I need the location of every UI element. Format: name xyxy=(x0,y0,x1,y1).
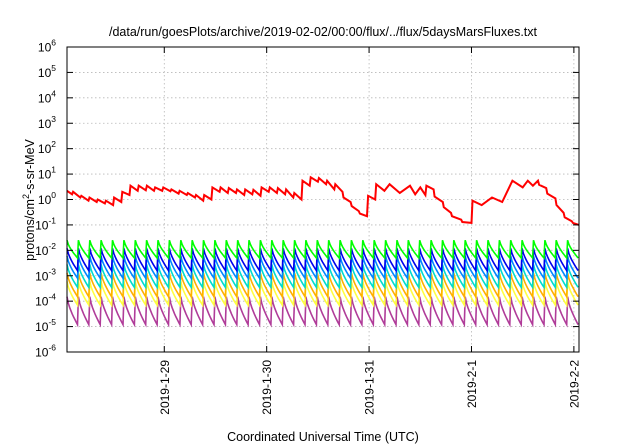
y-tick-exponent: 0 xyxy=(51,190,56,200)
y-tick-exponent: 4 xyxy=(51,88,56,98)
flux-series-line xyxy=(66,281,579,308)
y-tick-label: 10-2 xyxy=(35,241,56,258)
y-tick-exponent: -5 xyxy=(48,317,56,327)
y-axis-label: protons/cm2-s-sr-MeV xyxy=(21,138,37,260)
y-tick-exponent: 3 xyxy=(51,114,56,124)
y-tick-base: 10 xyxy=(38,117,52,131)
y-axis-label-base: protons/cm xyxy=(23,199,37,261)
y-tick-label: 101 xyxy=(38,165,56,182)
y-tick-base: 10 xyxy=(35,244,49,258)
flux-series-line xyxy=(66,264,579,290)
x-tick-label: 2019-2-1 xyxy=(465,360,479,408)
y-tick-exponent: -4 xyxy=(48,292,56,302)
y-tick-exponent: 1 xyxy=(51,165,56,175)
x-axis-label: Coordinated Universal Time (UTC) xyxy=(227,430,419,444)
flux-series-line xyxy=(66,248,579,274)
y-tick-base: 10 xyxy=(35,320,49,334)
flux-series-line xyxy=(66,239,579,261)
y-tick-label: 106 xyxy=(38,38,56,55)
series-layer xyxy=(66,175,580,328)
y-tick-base: 10 xyxy=(38,168,52,182)
flux-series-line xyxy=(66,272,579,300)
x-tick-labels: 2019-1-29 2019-1-30 2019-1-31 2019-2-1 2019-… xyxy=(158,360,582,415)
y-tick-label: 105 xyxy=(38,63,56,80)
y-tick-labels: 10-610-510-410-310-210-11001011021031041… xyxy=(35,38,56,360)
y-tick-base: 10 xyxy=(35,346,49,360)
flux-series-line xyxy=(66,175,580,226)
y-tick-exponent: -1 xyxy=(48,215,56,225)
y-tick-label: 10-6 xyxy=(35,343,56,360)
y-tick-exponent: 6 xyxy=(51,38,56,48)
y-tick-label: 103 xyxy=(38,114,56,131)
chart-title: /data/run/goesPlots/archive/2019-02-02/0… xyxy=(109,25,538,39)
y-tick-exponent: -6 xyxy=(48,343,56,353)
tick-marks xyxy=(67,46,579,353)
y-axis-label-rest: -s-sr-MeV xyxy=(23,138,37,194)
y-tick-exponent: 2 xyxy=(51,139,56,149)
y-tick-label: 10-1 xyxy=(35,215,56,232)
y-tick-label: 102 xyxy=(38,139,56,156)
y-tick-label: 10-3 xyxy=(35,266,56,283)
y-tick-base: 10 xyxy=(38,66,52,80)
y-tick-base: 10 xyxy=(38,91,52,105)
y-tick-base: 10 xyxy=(38,193,52,207)
flux-series-line xyxy=(66,296,579,328)
y-tick-exponent: 5 xyxy=(51,63,56,73)
y-tick-label: 104 xyxy=(38,88,56,105)
y-tick-base: 10 xyxy=(38,142,52,156)
x-tick-label: 2019-1-29 xyxy=(158,360,172,415)
y-tick-label: 10-4 xyxy=(35,292,56,309)
y-tick-base: 10 xyxy=(38,41,52,55)
y-tick-label: 100 xyxy=(38,190,56,207)
x-tick-label: 2019-1-31 xyxy=(363,360,377,415)
y-tick-base: 10 xyxy=(35,295,49,309)
y-tick-base: 10 xyxy=(35,269,49,283)
x-tick-label: 2019-2-2 xyxy=(567,360,581,408)
y-axis-label-sup: 2 xyxy=(21,194,31,199)
x-tick-label: 2019-1-30 xyxy=(260,360,274,415)
y-tick-base: 10 xyxy=(35,218,49,232)
y-tick-exponent: -3 xyxy=(48,266,56,276)
y-tick-exponent: -2 xyxy=(48,241,56,251)
y-tick-label: 10-5 xyxy=(35,317,56,334)
flux-series-line xyxy=(66,255,579,281)
